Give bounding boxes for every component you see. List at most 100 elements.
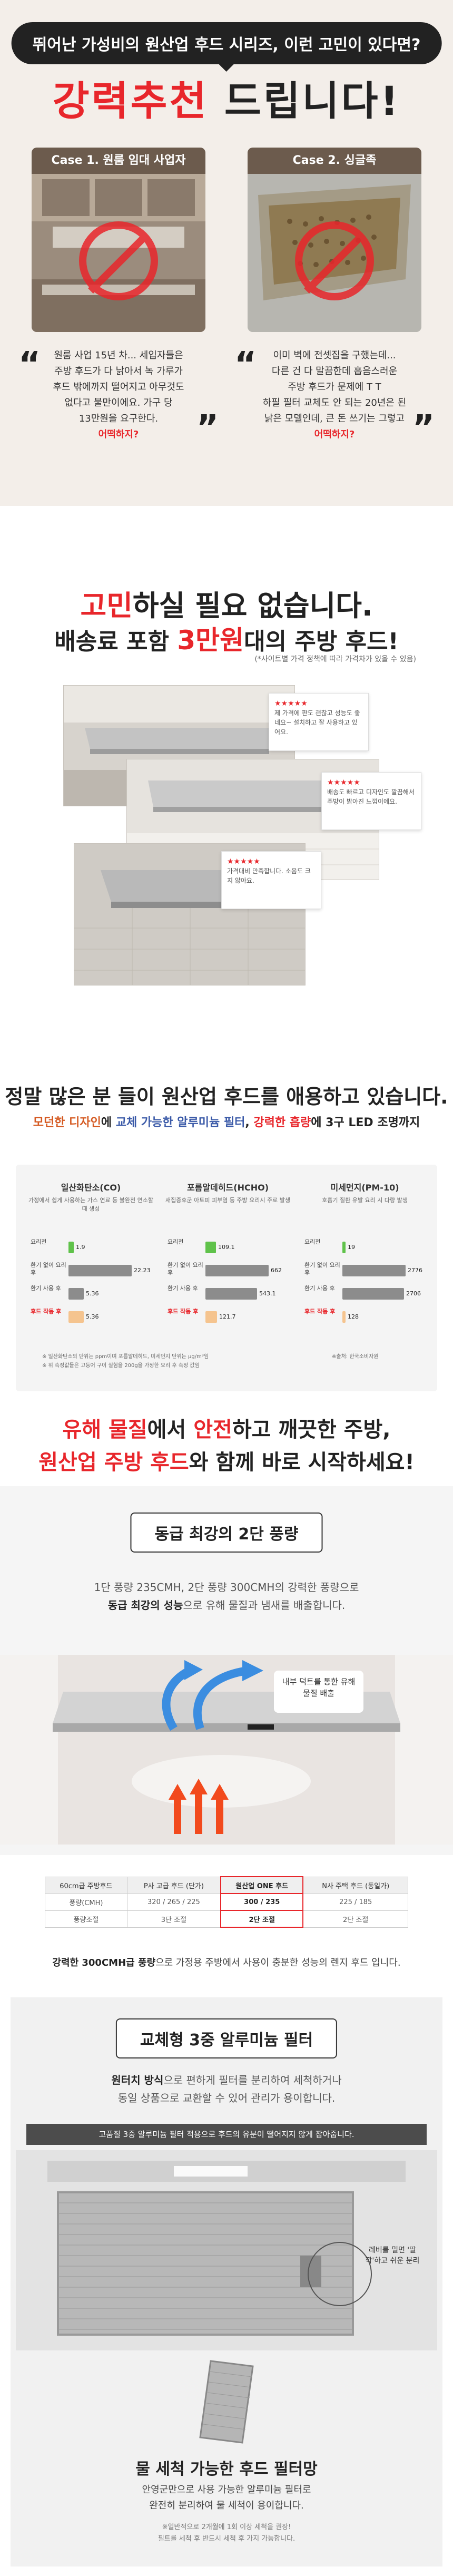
dirty-hood-photo [248, 174, 421, 332]
filter-caption-line: 완전히 분리하여 물 세척이 용이합니다. [149, 2500, 304, 2511]
filter-caption-note: ※일반적으로 2개월에 1회 이상 세척을 권장! 필트를 세척 후 반드시 세… [0, 2522, 453, 2545]
open-quote-icon: “ [18, 345, 41, 384]
chart-category-label: 후드 작동 후 [304, 1308, 336, 1315]
chart-bar [342, 1265, 406, 1276]
safety-text: 와 함께 바로 시작하세요! [189, 1450, 415, 1475]
no-sign-icon [295, 221, 374, 300]
review-card-3: ★★★★★ 가격대비 만족합니다. 소음도 크지 않아요. [221, 851, 321, 909]
intro-section: 뛰어난 가성비의 원산업 후드 시리즈, 이런 고민이 있다면? 강력추천 드립… [0, 0, 453, 506]
chart-row: 후드 작동 후 128 [300, 1308, 429, 1327]
star-rating: ★★★★★ [274, 699, 308, 708]
quote-emphasis: 어떡하지? [314, 429, 355, 440]
open-quote-icon: “ [234, 345, 257, 384]
chart-footnote: ※ 위 측정값들은 고등어 구이 실험을 200g을 가정한 요리 후 측정 값… [42, 1363, 200, 1369]
chart-value-label: 2776 [408, 1267, 422, 1274]
chart-category-label: 환기 사용 후 [304, 1285, 335, 1292]
power-caption: 강력한 300CMH급 풍량으로 가정용 주방에서 사용이 충분한 성능의 렌지… [0, 1955, 453, 1969]
chart-panel: 미세먼지(PM-10) 호흡기 질환 유발 요리 시 다량 발생 요리전 19 환기 없… [300, 1180, 429, 1339]
chart-category-label: 후드 작동 후 [31, 1308, 62, 1315]
chart-bar [205, 1311, 217, 1323]
power-caption-bold: 강력한 300CMH급 풍량 [52, 1957, 156, 1968]
power-desc: 1단 풍량 235CMH, 2단 풍량 300CMH의 강력한 풍량으로 [94, 1581, 359, 1594]
filter-note-bar: 고품질 3중 알루미늄 필터 적용으로 후드의 유분이 떨어지지 않게 잡아줍니… [26, 2124, 427, 2145]
chart-value-label: 1.9 [76, 1244, 85, 1251]
filter-desc-bold: 원터치 방식 [111, 2074, 164, 2086]
brand-red: 원산업 주방 후드 [38, 1450, 189, 1475]
spec-cell-highlight: 2단 조절 [220, 1910, 304, 1928]
chart-category-label: 환기 사용 후 [31, 1285, 61, 1292]
quote-line: 없다고 불만이에요. 가구 당 [64, 397, 173, 408]
chart-row: 후드 작동 후 121.7 [163, 1308, 292, 1327]
quote-emphasis: 어떡하지? [98, 429, 139, 440]
chart-bar [205, 1242, 216, 1253]
chart-source: ※출처: 한국소비자원 [332, 1354, 379, 1360]
spec-header: P사 고급 후드 (단가) [126, 1876, 221, 1894]
old-kitchen-photo [32, 174, 205, 332]
feature-suction: 강력한 흡량 [253, 1116, 311, 1129]
spec-cell: 풍량조절 [45, 1910, 127, 1928]
chart-category-label: 환기 사용 후 [168, 1285, 198, 1292]
feature-sep: 에 [101, 1116, 116, 1129]
title-black: 드립니다! [224, 77, 401, 124]
spec-cell: 320 / 265 / 225 [126, 1893, 221, 1911]
review-text: 가격대비 만족합니다. 소음도 크지 않아요. [227, 867, 311, 884]
chart-bar [68, 1242, 74, 1253]
headline-post: 대의 주방 후드! [244, 628, 399, 655]
chart-category-label: 요리전 [31, 1238, 47, 1245]
case-label: Case 1. 원룸 임대 사업자 [32, 148, 205, 174]
chart-bar [68, 1311, 84, 1323]
spec-cell: 2단 조절 [302, 1910, 409, 1928]
case-card-1: Case 1. 원룸 임대 사업자 [32, 148, 205, 332]
review-text: 제 가격에 판도 괜찮고 성능도 좋네요~ 설치하고 잘 사용하고 있어요. [274, 709, 360, 736]
filter-desc: 원터치 방식으로 편하게 필터를 분리하여 세척하거나 [0, 2071, 453, 2089]
quote-line: 다른 건 다 말끔한데 흡음스러운 [271, 366, 398, 377]
chart-panel: 일산화탄소(CO) 가정에서 쉽게 사용하는 가스 연료 등 불완전 연소할 때 … [26, 1180, 155, 1339]
filter-desc: 동일 상품으로 교환할 수 있어 관리가 용이합니다. [117, 2092, 336, 2104]
chart-row: 환기 사용 후 2706 [300, 1285, 429, 1304]
quote-line: 원룸 사업 15년 차... 세입자들은 [54, 350, 183, 361]
safety-line-1: 유해 물질에서 안전하고 깨끗한 주방, [0, 1412, 453, 1443]
safety-text: 하고 깨끗한 주방, [232, 1418, 391, 1442]
spec-cell: 225 / 185 [302, 1893, 409, 1911]
review-card-2: ★★★★★ 배송도 빠르고 디자인도 깔끔해서 주방이 밝아진 느낌이에요. [321, 772, 421, 830]
chart-value-label: 109.1 [218, 1244, 235, 1251]
safety-line-2: 원산업 주방 후드와 함께 바로 시작하세요! [0, 1445, 453, 1476]
chart-row: 요리전 109.1 [163, 1238, 292, 1257]
chart-row: 후드 작동 후 5.36 [26, 1308, 155, 1327]
filter-photo: 레버를 밀면 '딸깍'하고 쉬운 분리 [16, 2150, 437, 2350]
spec-header: N사 주택 후드 (동일가) [302, 1876, 409, 1894]
quote-line: 낡은 모델인데, 큰 돈 쓰기는 그렇고 [264, 413, 405, 424]
no-sign-icon [79, 221, 158, 300]
case-label: Case 2. 싱글족 [248, 148, 421, 174]
safety-red: 유해 물질 [62, 1418, 147, 1442]
chart-row: 환기 없이 요리 후 662 [163, 1262, 292, 1281]
quote-line: 후드 밖에까지 떨어지고 아무것도 [53, 382, 184, 393]
power-caption-rest: 으로 가정용 주방에서 사용이 충분한 성능의 렌지 후드 입니다. [155, 1957, 401, 1968]
chart-row: 요리전 1.9 [26, 1238, 155, 1257]
chart-category-label: 요리전 [168, 1238, 184, 1245]
chart-value-label: 5.36 [86, 1313, 99, 1320]
chart-row: 환기 사용 후 543.1 [163, 1285, 292, 1304]
close-quote-icon: ” [412, 408, 435, 447]
chart-value-label: 121.7 [219, 1313, 236, 1320]
case-quote-1: “ ” 원룸 사업 15년 차... 세입자들은 주방 후드가 다 낡아서 녹 … [18, 345, 219, 445]
chart-bar [68, 1265, 132, 1276]
chart-desc: 새집증후군 아토피 피부염 등 주방 요리시 주로 발생 [165, 1197, 290, 1204]
price-highlight: 3만원 [177, 625, 244, 656]
chart-category-label: 환기 없이 요리 후 [304, 1262, 340, 1276]
spec-table: 60cm급 주방후드 P사 고급 후드 (단가) 원산업 ONE 후드 N사 주… [45, 1876, 409, 1928]
summary-title: 정말 많은 분 들이 원산업 후드를 애용하고 있습니다. [5, 1085, 448, 1108]
spec-cell: 풍량(CMH) [45, 1893, 127, 1911]
spec-cell: 3단 조절 [126, 1910, 221, 1928]
chart-row: 요리전 19 [300, 1238, 429, 1257]
headline-rest: 하실 필요 없습니다. [132, 589, 373, 622]
chart-value-label: 128 [348, 1313, 359, 1320]
filter-caption: 안영군만으로 사용 가능한 알루미늄 필터로 완전히 분리하여 물 세척이 용이… [0, 2482, 453, 2514]
headline-line-2: 배송료 포함 3만원대의 주방 후드! [0, 619, 453, 657]
star-rating: ★★★★★ [327, 778, 360, 787]
chart-row: 환기 없이 요리 후 2776 [300, 1262, 429, 1281]
chart-title: 포름알데히드(HCHO) [186, 1183, 269, 1193]
chart-bar [342, 1242, 346, 1253]
power-pill: 동급 최강의 2단 풍량 [130, 1513, 323, 1553]
feature-design: 모던한 디자인 [33, 1116, 101, 1129]
